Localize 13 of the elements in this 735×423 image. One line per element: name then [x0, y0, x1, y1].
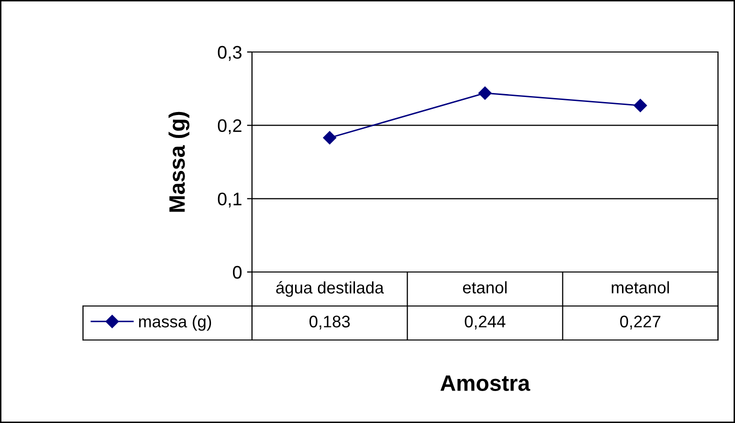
y-tick-label: 0 [232, 266, 242, 279]
y-tick-label: 0,3 [218, 46, 242, 61]
y-tick-label: 0,1 [218, 192, 242, 208]
x-tick-label: etanol [463, 281, 507, 294]
y-axis-title: Massa (g) [168, 112, 190, 212]
x-tick-label: metanol [612, 281, 669, 294]
data-label: 0,227 [620, 316, 660, 330]
y-tick-label: 0,2 [218, 119, 242, 134]
legend-label: massa (g) [139, 315, 212, 331]
x-axis-title: Amostra [440, 375, 530, 391]
data-label: 0,244 [464, 316, 506, 330]
x-tick-label: água destilada [276, 281, 384, 297]
data-label: 0,183 [309, 316, 350, 330]
